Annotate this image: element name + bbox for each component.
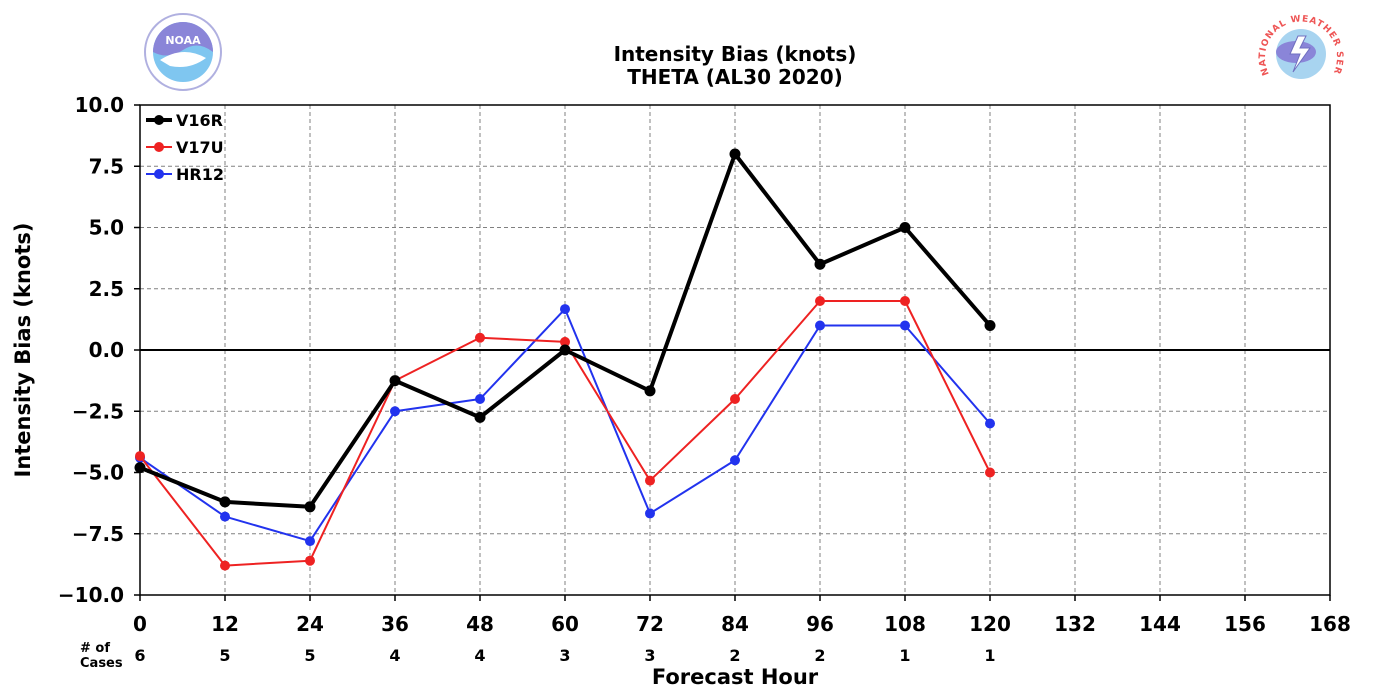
data-point-hr12 [815, 320, 825, 331]
x-tick-label: 132 [1054, 612, 1096, 636]
y-tick-label: 5.0 [89, 216, 124, 240]
data-point-v17u [560, 336, 570, 347]
data-point-hr12 [645, 508, 655, 519]
y-tick-label: 2.5 [89, 277, 124, 301]
series-hr12 [135, 304, 995, 547]
case-counts: 6 5 5 4 4 3 3 2 2 1 1 [134, 646, 995, 665]
x-tick-label: 0 [133, 612, 147, 636]
cases-label-line2: Cases [80, 656, 123, 671]
y-tick-label: −10.0 [58, 583, 124, 607]
case-count-value: 1 [984, 646, 995, 665]
data-point-v17u [135, 451, 145, 462]
y-axis-ticks: −10.0 −7.5 −5.0 −2.5 0.0 2.5 5.0 7.5 10.0 [58, 93, 140, 607]
data-point-v16r [389, 375, 401, 387]
y-axis-label: Intensity Bias (knots) [11, 223, 35, 478]
x-tick-label: 156 [1224, 612, 1266, 636]
chart-title: Intensity Bias (knots) [614, 42, 857, 66]
y-tick-label: 10.0 [75, 93, 124, 117]
data-point-hr12 [475, 394, 485, 404]
noaa-logo: NOAA [144, 13, 222, 91]
case-count-value: 5 [304, 646, 315, 665]
data-point-v16r [134, 462, 146, 474]
x-tick-label: 72 [636, 612, 664, 636]
x-tick-label: 60 [551, 612, 579, 636]
y-tick-label: 7.5 [89, 154, 124, 178]
legend-marker-v17u [154, 142, 164, 152]
case-count-value: 5 [219, 646, 230, 665]
x-tick-label: 84 [721, 612, 749, 636]
x-tick-label: 144 [1139, 612, 1181, 636]
x-tick-label: 120 [969, 612, 1011, 636]
case-count-value: 4 [474, 646, 485, 665]
x-tick-label: 36 [381, 612, 409, 636]
case-count-value: 2 [814, 646, 825, 665]
case-count-value: 2 [729, 646, 740, 665]
data-point-v16r [899, 222, 911, 233]
y-tick-label: 0.0 [89, 338, 124, 362]
x-tick-label: 96 [806, 612, 834, 636]
data-point-hr12 [390, 406, 400, 417]
data-point-v17u [730, 394, 740, 404]
data-point-v16r [729, 148, 741, 160]
series-lines [134, 148, 996, 571]
x-axis-label: Forecast Hour [652, 665, 819, 689]
data-point-hr12 [305, 536, 315, 547]
data-point-v17u [305, 555, 315, 566]
legend-marker-hr12 [154, 169, 164, 179]
legend-label-hr12: HR12 [176, 165, 224, 184]
x-tick-label: 168 [1309, 612, 1351, 636]
series-v17u [135, 296, 995, 571]
x-axis-ticks: 0 12 24 36 48 60 72 84 96 108 120 132 144 156 168 [133, 595, 1351, 636]
data-point-hr12 [730, 455, 740, 466]
legend-label-v16r: V16R [176, 111, 223, 130]
legend: V16R V17U HR12 [146, 111, 224, 184]
data-point-v16r [304, 501, 316, 513]
data-point-v16r [474, 411, 486, 423]
data-point-v17u [475, 332, 485, 343]
legend-label-v17u: V17U [176, 138, 224, 157]
data-point-hr12 [560, 304, 570, 315]
case-count-value: 4 [389, 646, 400, 665]
data-point-hr12 [220, 511, 230, 522]
data-point-v16r [644, 385, 656, 397]
data-point-v16r [814, 258, 826, 270]
cases-label-line1: # of [80, 641, 110, 656]
y-tick-label: −7.5 [72, 522, 124, 546]
case-count-value: 6 [134, 646, 145, 665]
noaa-logo-text: NOAA [165, 34, 201, 47]
case-count-value: 3 [644, 646, 655, 665]
data-point-v17u [645, 475, 655, 486]
series-v16r [134, 148, 996, 513]
data-point-v16r [984, 320, 996, 331]
y-tick-label: −2.5 [72, 399, 124, 423]
y-tick-label: −5.0 [72, 461, 124, 485]
data-point-v16r [219, 496, 231, 508]
case-count-value: 1 [899, 646, 910, 665]
legend-marker-v16r [154, 115, 164, 125]
data-point-hr12 [900, 320, 910, 331]
data-point-v16r [559, 344, 571, 356]
data-point-v17u [900, 296, 910, 306]
x-tick-label: 48 [466, 612, 494, 636]
data-point-hr12 [985, 418, 995, 429]
data-point-v17u [815, 296, 825, 306]
x-tick-label: 24 [296, 612, 324, 636]
data-point-v17u [985, 467, 995, 478]
data-point-v17u [220, 560, 230, 571]
chart-subtitle: THETA (AL30 2020) [627, 65, 843, 89]
case-count-value: 3 [559, 646, 570, 665]
x-tick-label: 108 [884, 612, 926, 636]
x-tick-label: 12 [211, 612, 239, 636]
